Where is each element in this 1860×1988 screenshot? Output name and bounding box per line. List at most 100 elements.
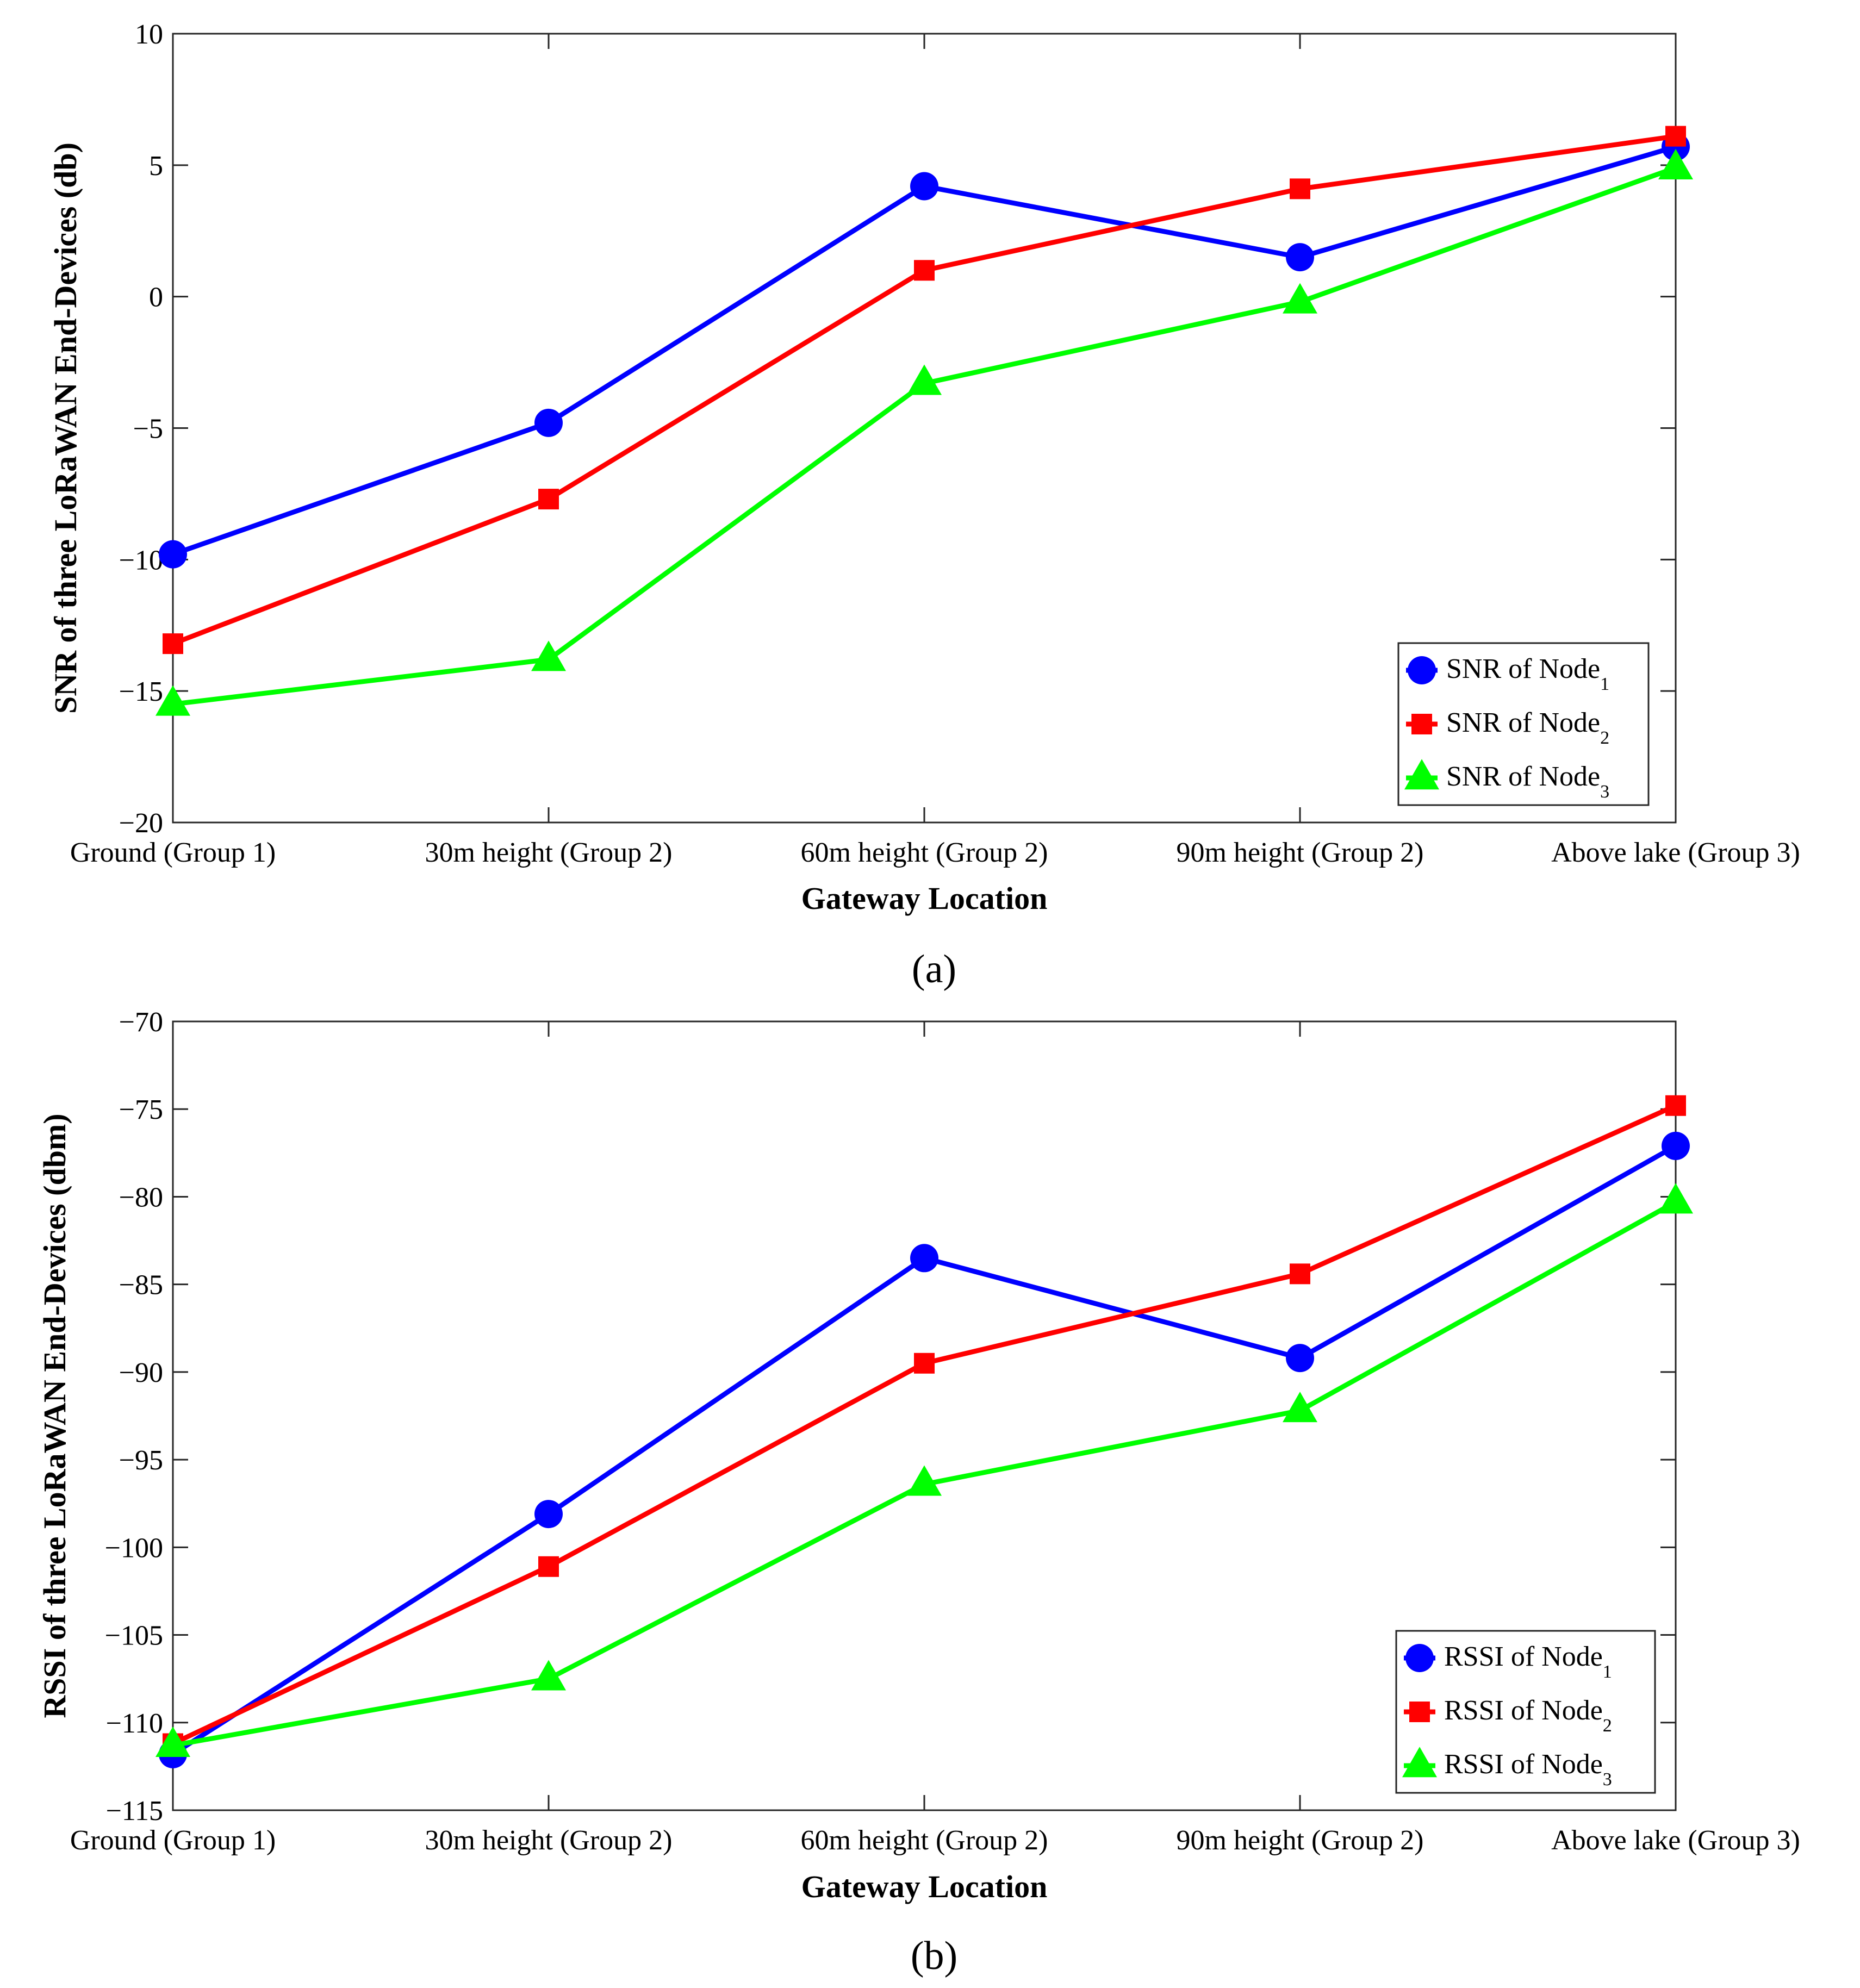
- x-tick-label: Ground (Group 1): [70, 837, 276, 868]
- legend-item-node-2: RSSI of Node2: [1404, 1695, 1612, 1736]
- x-axis-title: Gateway Location: [801, 881, 1048, 916]
- data-point: [1283, 1392, 1317, 1423]
- legend-label-text: SNR of Node: [1446, 707, 1600, 738]
- series-node-3: [155, 148, 1693, 716]
- data-point: [1658, 148, 1693, 179]
- series-node-2: [163, 126, 1686, 655]
- y-tick-label: 0: [149, 282, 163, 313]
- data-point: [910, 1244, 938, 1273]
- y-tick-label: −95: [119, 1445, 163, 1476]
- legend-swatch-marker: [1411, 714, 1432, 734]
- legend-label: RSSI of Node3: [1444, 1749, 1612, 1790]
- legend-label-text: RSSI of Node: [1444, 1749, 1603, 1780]
- data-point: [163, 633, 183, 655]
- data-point: [159, 540, 187, 569]
- y-tick-label: −15: [119, 676, 163, 707]
- legend-label-subscript: 2: [1600, 728, 1609, 748]
- data-point: [538, 489, 559, 510]
- y-tick-label: 10: [135, 19, 163, 50]
- legend-swatch-marker: [1405, 1644, 1434, 1672]
- data-point: [914, 1353, 935, 1374]
- legend-label-subscript: 1: [1600, 674, 1609, 694]
- y-tick-label: −80: [119, 1182, 163, 1213]
- x-tick-label: 60m height (Group 2): [801, 1825, 1048, 1856]
- legend-swatch-marker: [1402, 1747, 1437, 1778]
- data-point: [1290, 1263, 1310, 1285]
- series-node-1: [159, 132, 1690, 569]
- x-tick-label: 30m height (Group 2): [425, 837, 673, 868]
- rssi-chart: −70 −75 −80 −85 −90 −95 −100 −105 −110 −115Ground…: [37, 1007, 1800, 1978]
- y-tick-label: 5: [149, 151, 163, 182]
- legend-label-text: RSSI of Node: [1444, 1641, 1603, 1672]
- legend-label-text: RSSI of Node: [1444, 1695, 1603, 1726]
- data-point: [1665, 1095, 1686, 1116]
- legend-item-node-1: RSSI of Node1: [1404, 1641, 1612, 1682]
- legend-label: SNR of Node1: [1446, 653, 1609, 694]
- legend-swatch-marker: [1404, 759, 1439, 790]
- y-tick-label: −100: [105, 1532, 163, 1563]
- data-point: [155, 1726, 190, 1757]
- legend-item-node-3: SNR of Node3: [1404, 759, 1609, 802]
- series-node-3: [155, 1183, 1693, 1757]
- legend-label-text: SNR of Node: [1446, 761, 1600, 792]
- figure-caption: (a): [912, 947, 956, 992]
- series-node-1: [159, 1131, 1690, 1768]
- y-tick-label: −20: [119, 808, 163, 839]
- legend-item-node-2: SNR of Node2: [1406, 707, 1609, 748]
- data-point: [1662, 1131, 1690, 1160]
- data-point: [1286, 243, 1314, 272]
- y-tick-label: −115: [106, 1796, 163, 1827]
- legend-label: SNR of Node3: [1446, 761, 1609, 802]
- data-point: [1658, 1183, 1693, 1214]
- legend-box: [1397, 642, 1650, 806]
- data-point: [1286, 1344, 1314, 1373]
- data-point: [155, 685, 190, 716]
- data-point: [910, 172, 938, 201]
- x-tick-label: Ground (Group 1): [70, 1825, 276, 1856]
- y-tick-label: −5: [133, 414, 163, 445]
- figure-caption: (b): [911, 1934, 957, 1978]
- legend-label-subscript: 3: [1603, 1769, 1612, 1790]
- x-tick-label: 30m height (Group 2): [425, 1825, 673, 1856]
- y-tick-label: −110: [106, 1708, 163, 1739]
- y-tick-label: −75: [119, 1094, 163, 1125]
- x-tick-label: 90m height (Group 2): [1177, 1825, 1424, 1856]
- legend-label-text: SNR of Node: [1446, 653, 1600, 684]
- legend-item-node-1: SNR of Node1: [1406, 653, 1609, 694]
- data-point: [1665, 126, 1686, 147]
- data-point: [531, 640, 566, 671]
- y-tick-label: −90: [119, 1357, 163, 1388]
- legend-box: [1395, 1630, 1656, 1794]
- legend-swatch-marker: [1408, 656, 1436, 684]
- data-point: [534, 408, 563, 437]
- x-tick-label: Above lake (Group 3): [1551, 837, 1800, 868]
- x-tick-label: 60m height (Group 2): [801, 837, 1048, 868]
- data-point: [538, 1556, 559, 1577]
- data-point: [1290, 178, 1310, 200]
- y-tick-label: −105: [105, 1621, 163, 1652]
- legend-label: SNR of Node2: [1446, 707, 1609, 748]
- data-point: [534, 1500, 563, 1529]
- data-point: [1283, 283, 1317, 314]
- y-tick-label: −85: [119, 1270, 163, 1301]
- y-tick-label: −70: [119, 1007, 163, 1038]
- data-point: [531, 1660, 566, 1691]
- x-tick-label: Above lake (Group 3): [1551, 1825, 1800, 1856]
- legend-label-subscript: 3: [1600, 782, 1609, 802]
- x-tick-label: 90m height (Group 2): [1177, 837, 1424, 868]
- y-axis-title: SNR of three LoRaWAN End-Devices (db): [48, 142, 83, 714]
- y-axis-title: RSSI of three LoRaWAN End-Devices (dbm): [37, 1113, 72, 1718]
- legend-label-subscript: 1: [1603, 1662, 1612, 1682]
- legend-label-subscript: 2: [1603, 1716, 1612, 1736]
- series-node-2: [163, 1095, 1686, 1754]
- legend-swatch-marker: [1409, 1702, 1430, 1722]
- data-point: [914, 260, 935, 281]
- series-line: [172, 165, 1677, 707]
- data-point: [907, 1465, 942, 1496]
- legend-label: RSSI of Node2: [1444, 1695, 1612, 1736]
- data-point: [907, 364, 942, 395]
